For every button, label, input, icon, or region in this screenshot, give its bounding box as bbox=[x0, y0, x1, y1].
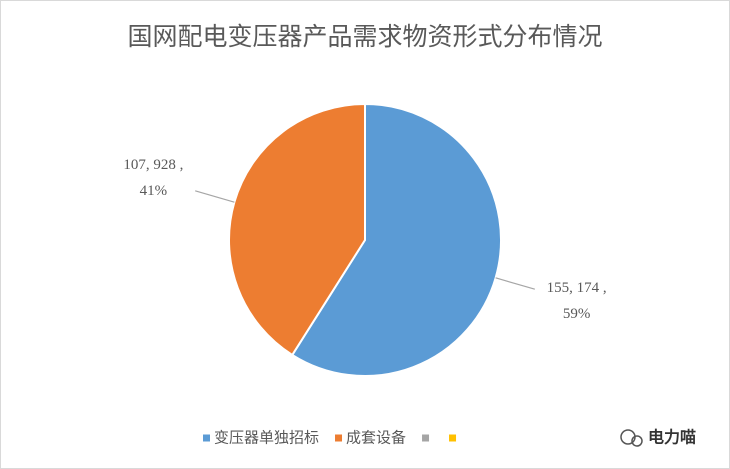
watermark: 电力喵 bbox=[648, 428, 696, 447]
legend-marker bbox=[422, 434, 430, 442]
legend-label: 变压器单独招标 bbox=[214, 429, 319, 447]
legend-label: 成套设备 bbox=[346, 429, 406, 447]
data-label: 155, 174 , bbox=[547, 280, 607, 296]
leader-line bbox=[495, 277, 535, 290]
data-label-percent: 41% bbox=[140, 183, 168, 199]
watermark-icon bbox=[620, 429, 643, 447]
legend-marker bbox=[203, 434, 210, 442]
pie-slice bbox=[228, 102, 366, 357]
legend-marker bbox=[335, 434, 343, 442]
data-label-percent: 59% bbox=[563, 306, 591, 322]
chart-title: 国网配电变压器产品需求物资形式分布情况 bbox=[127, 22, 602, 51]
legend-marker bbox=[449, 434, 457, 442]
leader-line bbox=[195, 190, 235, 203]
data-label: 107, 928 , bbox=[123, 157, 183, 173]
